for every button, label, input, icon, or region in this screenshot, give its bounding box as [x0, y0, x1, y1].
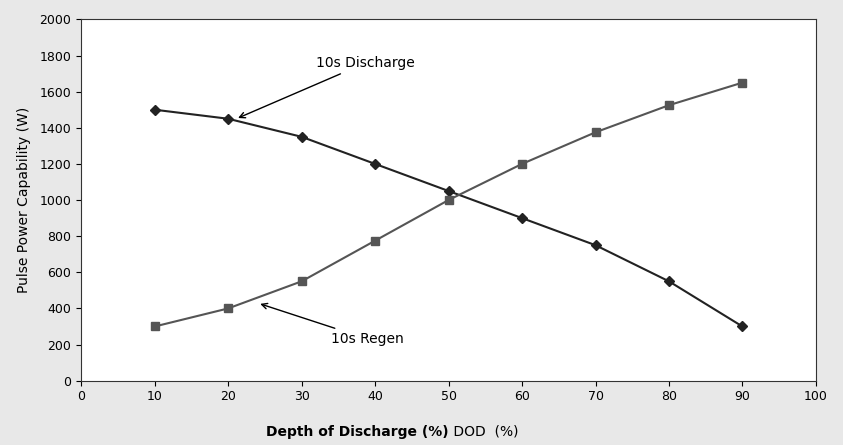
Text: Depth of Discharge (%): Depth of Discharge (%) [266, 425, 448, 439]
Text: 10s Discharge: 10s Discharge [239, 56, 415, 118]
Y-axis label: Pulse Power Capability (W): Pulse Power Capability (W) [17, 107, 31, 293]
Text: DOD  (%): DOD (%) [448, 425, 518, 439]
Text: 10s Regen: 10s Regen [261, 303, 404, 346]
